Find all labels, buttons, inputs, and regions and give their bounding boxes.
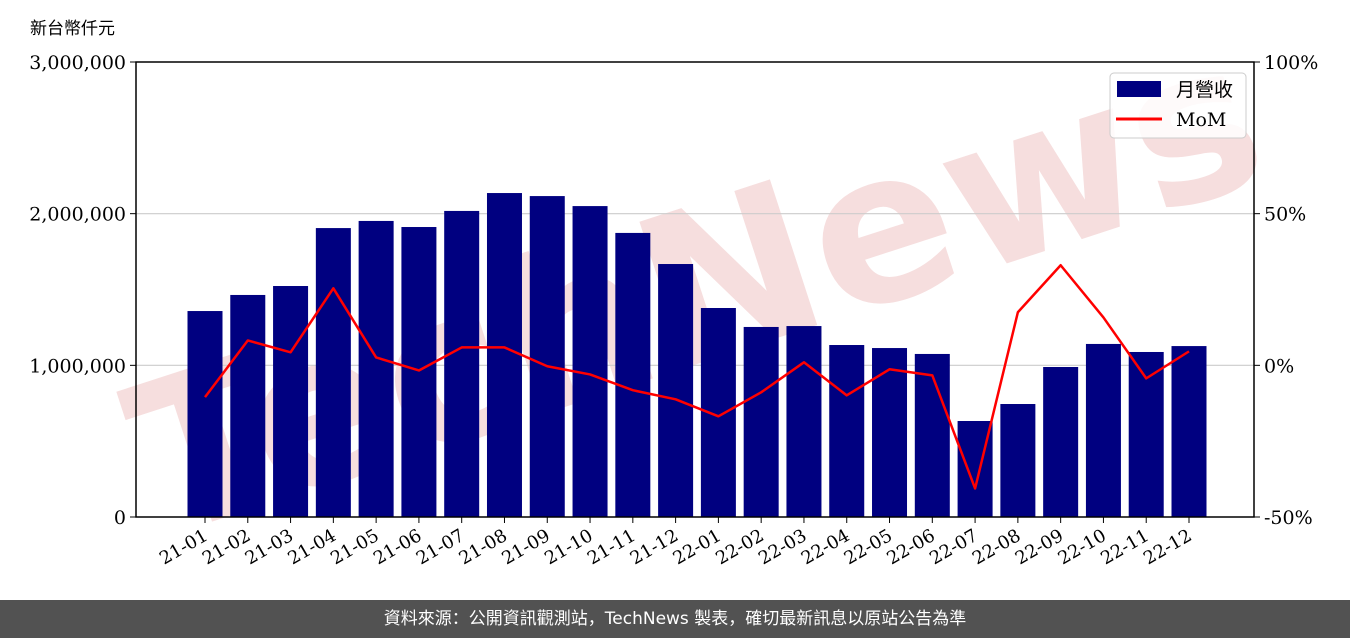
legend-swatch-revenue bbox=[1117, 81, 1161, 97]
x-tick-label: 22-10 bbox=[1054, 525, 1109, 569]
bar-22-09 bbox=[1043, 367, 1079, 517]
y-tick-label: 1,000,000 bbox=[29, 355, 126, 377]
legend: 月營收 MoM bbox=[1109, 72, 1247, 139]
x-tick-label: 22-09 bbox=[1012, 525, 1067, 569]
bar-22-02 bbox=[743, 326, 779, 517]
bar-21-02 bbox=[230, 294, 266, 517]
bar-21-03 bbox=[273, 286, 309, 517]
bar-21-08 bbox=[486, 193, 522, 518]
bar-21-11 bbox=[615, 232, 651, 517]
x-tick-label: 22-04 bbox=[798, 525, 853, 569]
x-tick-label: 21-07 bbox=[413, 525, 468, 569]
bar-22-12 bbox=[1171, 346, 1207, 517]
bar-21-01 bbox=[187, 311, 223, 517]
bar-21-07 bbox=[444, 210, 480, 518]
bar-21-09 bbox=[529, 196, 565, 517]
bar-22-08 bbox=[1000, 404, 1036, 517]
x-tick-label: 21-11 bbox=[584, 525, 639, 569]
plot-frame bbox=[135, 61, 1255, 518]
bar-21-04 bbox=[315, 228, 351, 517]
revenue-chart: TechNews01,000,0002,000,0003,000,000-50%… bbox=[29, 0, 1318, 585]
y2-tick-label: 50% bbox=[1264, 204, 1306, 226]
y2-tick-label: 100% bbox=[1264, 52, 1318, 74]
x-tick-label: 22-08 bbox=[969, 525, 1024, 569]
bar-22-03 bbox=[786, 326, 822, 517]
y2-tick-label: -50% bbox=[1264, 507, 1313, 529]
x-tick-label: 21-10 bbox=[541, 525, 596, 569]
bar-22-05 bbox=[872, 348, 908, 517]
x-tick-label: 22-01 bbox=[669, 525, 724, 569]
x-tick-label: 21-08 bbox=[456, 525, 511, 569]
x-tick-label: 21-09 bbox=[498, 525, 553, 569]
bar-22-04 bbox=[829, 345, 865, 517]
x-tick-label: 22-03 bbox=[755, 525, 810, 569]
x-tick-label: 22-12 bbox=[1140, 525, 1195, 569]
x-tick-label: 22-06 bbox=[883, 525, 938, 569]
mom-line bbox=[204, 263, 1190, 490]
bar-21-06 bbox=[401, 227, 437, 517]
bar-21-10 bbox=[572, 206, 608, 518]
y-tick-label: 0 bbox=[114, 507, 126, 529]
x-tick-label: 21-12 bbox=[627, 525, 682, 569]
y-tick-label: 3,000,000 bbox=[29, 52, 126, 74]
bar-21-05 bbox=[358, 220, 394, 518]
x-tick-label: 22-11 bbox=[1097, 525, 1152, 569]
x-tick-label: 21-06 bbox=[370, 525, 425, 569]
legend-label-revenue: 月營收 bbox=[1176, 79, 1233, 101]
x-tick-label: 22-02 bbox=[712, 525, 767, 569]
x-tick-label: 22-05 bbox=[841, 525, 896, 569]
y-axis-unit-label: 新台幣仟元 bbox=[30, 19, 115, 39]
bar-21-12 bbox=[658, 264, 694, 517]
source-footer: 資料來源：公開資訊觀測站，TechNews 製表，確切最新訊息以原站公告為準 bbox=[0, 600, 1350, 638]
y-tick-label: 2,000,000 bbox=[29, 204, 126, 226]
legend-label-mom: MoM bbox=[1176, 109, 1226, 131]
y2-tick-label: 0% bbox=[1264, 355, 1294, 377]
x-tick-label: 22-07 bbox=[926, 525, 981, 569]
bar-22-10 bbox=[1085, 343, 1121, 517]
bar-22-06 bbox=[914, 353, 950, 517]
